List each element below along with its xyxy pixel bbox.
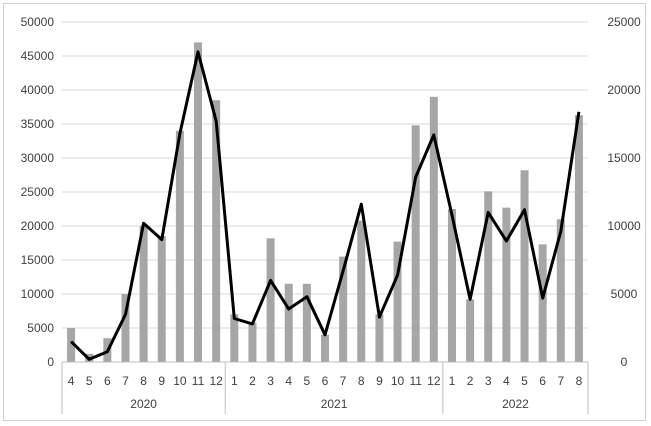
line-series (70, 50, 581, 361)
left-tick-label: 10000 (21, 287, 55, 301)
bar (212, 100, 221, 362)
x-tick-label: 6 (104, 374, 111, 388)
bar (375, 314, 384, 362)
x-tick-label: 5 (521, 374, 528, 388)
bar (248, 322, 257, 362)
bar (357, 220, 366, 362)
gridlines (62, 21, 588, 329)
x-tick-label: 2 (249, 374, 256, 388)
left-tick-label: 25000 (21, 185, 55, 199)
left-tick-label: 45000 (21, 49, 55, 63)
right-tick-label: 15000 (607, 151, 641, 165)
x-tick-label: 4 (285, 374, 292, 388)
bar (538, 244, 547, 362)
bar-series (67, 42, 583, 363)
bar (339, 256, 348, 362)
x-tick-label: 11 (409, 374, 422, 388)
bar (574, 115, 583, 362)
x-tick-label: 2 (467, 374, 474, 388)
x-tick-label: 9 (158, 374, 165, 388)
bar (302, 283, 311, 362)
left-tick-label: 50000 (21, 15, 55, 29)
x-tick-label: 7 (340, 374, 347, 388)
right-tick-label: 10000 (607, 219, 641, 233)
x-tick-label: 10 (391, 374, 405, 388)
x-tick-label: 11 (192, 374, 205, 388)
year-group-label: 2022 (502, 397, 529, 411)
x-tick-label: 7 (557, 374, 564, 388)
x-tick-label: 8 (358, 374, 365, 388)
left-axis-ticks: 0 5000 10000 15000 20000 25000 30000 35000 40000… (21, 15, 55, 369)
left-tick-label: 30000 (21, 151, 55, 165)
bar (502, 207, 511, 362)
left-tick-label: 40000 (21, 83, 55, 97)
x-tick-label: 10 (173, 374, 187, 388)
bar (284, 283, 293, 362)
bar (556, 219, 565, 362)
right-axis-ticks: 0 5000 10000 15000 20000 25000 (607, 15, 641, 369)
left-tick-label: 5000 (27, 321, 54, 335)
x-tick-label: 12 (209, 374, 223, 388)
x-tick-label: 6 (539, 374, 546, 388)
bar (266, 238, 275, 362)
line-path (70, 50, 581, 361)
x-axis-ticks: 4 5 6 7 8 9 10 11 12 1 2 3 4 5 6 7 8 9 10 11 12 1 2 3 4 5 6 7 8 (68, 374, 583, 388)
year-group-label: 2020 (130, 397, 157, 411)
x-tick-label: 5 (304, 374, 311, 388)
bar (429, 96, 438, 363)
right-tick-label: 25000 (607, 15, 641, 29)
x-tick-label: 7 (122, 374, 129, 388)
x-tick-label: 4 (68, 374, 75, 388)
left-tick-label: 15000 (21, 253, 55, 267)
right-tick-label: 5000 (611, 287, 638, 301)
bar (447, 209, 456, 362)
right-tick-label: 0 (621, 355, 628, 369)
bar (393, 241, 402, 362)
bar (230, 314, 239, 362)
bar (520, 170, 529, 362)
bar (175, 130, 184, 362)
x-tick-label: 12 (427, 374, 441, 388)
bar (194, 42, 203, 363)
x-tick-label: 9 (376, 374, 383, 388)
year-group-labels: 2020 2021 2022 (130, 397, 529, 411)
right-tick-label: 20000 (607, 83, 641, 97)
bar (466, 299, 475, 362)
bar (121, 294, 130, 362)
x-tick-label: 5 (86, 374, 93, 388)
bar (484, 191, 493, 362)
x-tick-label: 3 (267, 374, 274, 388)
bar (157, 236, 166, 362)
left-tick-label: 35000 (21, 117, 55, 131)
bar (139, 226, 148, 362)
axes (61, 361, 589, 414)
left-tick-label: 20000 (21, 219, 55, 233)
x-tick-label: 8 (576, 374, 583, 388)
bar (411, 125, 420, 362)
x-tick-label: 6 (322, 374, 329, 388)
x-tick-label: 1 (231, 374, 238, 388)
x-tick-label: 4 (503, 374, 510, 388)
x-tick-label: 3 (485, 374, 492, 388)
year-group-label: 2021 (321, 397, 348, 411)
bar (321, 334, 329, 362)
x-tick-label: 8 (140, 374, 147, 388)
left-tick-label: 0 (47, 355, 54, 369)
x-tick-label: 1 (449, 374, 456, 388)
bar (67, 328, 76, 362)
